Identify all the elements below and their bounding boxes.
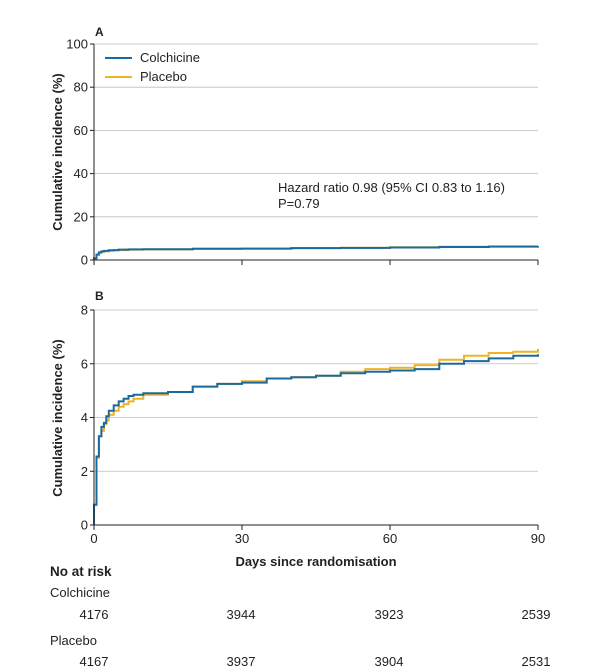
risk-table-title: No at risk [50,564,112,579]
risk-value: 2539 [521,607,551,622]
x-axis-label: Days since randomisation [235,554,396,569]
legend: Colchicine Placebo [105,50,200,84]
panel-b-y-axis-label: Cumulative incidence (%) [50,339,65,496]
risk-value: 3937 [226,654,256,669]
risk-value: 4176 [79,607,109,622]
x-tick-label: 90 [531,531,545,546]
y-tick-label: 20 [74,209,88,224]
legend-placebo-label: Placebo [140,69,187,84]
y-tick-label: 0 [81,518,88,533]
risk-value: 2531 [521,654,551,669]
panel-a-y-axis-label: Cumulative incidence (%) [50,73,65,230]
y-tick-label: 60 [74,123,88,138]
panel-b: B 0 2 4 6 8 0 30 60 90 Cumulative incidence (%)… [50,289,545,569]
panel-b-y-ticks: 0 2 4 6 8 [81,303,94,533]
panel-a-series [93,245,539,260]
risk-value: 3944 [226,607,256,622]
x-tick-label: 0 [90,531,97,546]
y-tick-label: 100 [66,37,88,52]
panel-a-x-ticks [93,260,539,265]
panel-a-label: A [95,25,104,39]
risk-value: 3904 [374,654,404,669]
risk-value: 3923 [374,607,404,622]
x-tick-label: 30 [235,531,249,546]
y-tick-label: 8 [81,303,88,318]
hazard-ratio-annotation: Hazard ratio 0.98 (95% CI 0.83 to 1.16) [278,180,505,195]
series-line-colchicine [93,245,539,260]
p-value-annotation: P=0.79 [278,196,320,211]
y-tick-label: 2 [81,464,88,479]
y-tick-label: 0 [81,253,88,268]
y-tick-label: 40 [74,166,88,181]
legend-colchicine-label: Colchicine [140,50,200,65]
panel-b-x-ticks: 0 30 60 90 [90,525,545,546]
series-line-colchicine [93,354,539,525]
risk-group-placebo-label: Placebo [50,633,97,648]
y-tick-label: 80 [74,80,88,95]
panel-b-gridlines [94,309,538,472]
panel-a-y-ticks: 0 20 40 60 80 100 [66,37,94,268]
risk-group-colchicine-label: Colchicine [50,585,110,600]
panel-b-series [93,349,539,525]
risk-value: 4167 [79,654,109,669]
y-tick-label: 4 [81,410,88,425]
panel-a-gridlines [94,43,538,218]
y-tick-label: 6 [81,356,88,371]
x-tick-label: 60 [383,531,397,546]
panel-b-label: B [95,289,104,303]
